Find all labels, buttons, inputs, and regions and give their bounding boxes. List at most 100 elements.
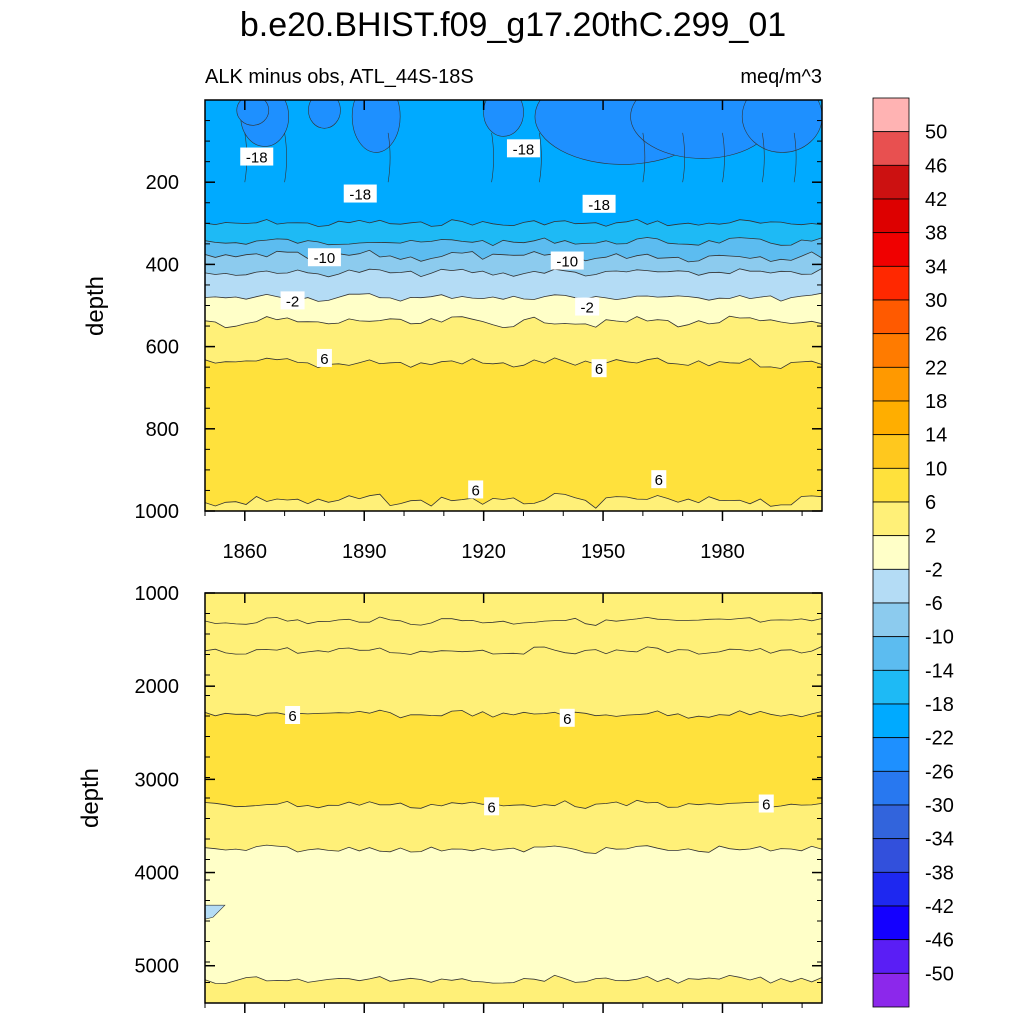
subtitle-left: ALK minus obs, ATL_44S-18S bbox=[205, 66, 474, 88]
colorbar-segment bbox=[872, 535, 910, 570]
upper-xtick-label: 1950 bbox=[581, 541, 626, 563]
upper-contour-line bbox=[205, 218, 822, 227]
lower-contour-line bbox=[205, 709, 822, 719]
colorbar-label: 38 bbox=[925, 223, 947, 245]
upper-xtick-label: 1890 bbox=[342, 541, 387, 563]
colorbar-segment bbox=[872, 366, 910, 402]
colorbar-segment bbox=[872, 434, 910, 469]
colorbar-segment bbox=[872, 501, 910, 537]
colorbar-segment bbox=[872, 905, 910, 941]
colorbar-segment bbox=[872, 939, 910, 974]
upper-contour-label-bg bbox=[280, 291, 305, 310]
colorbar-label: -46 bbox=[925, 930, 954, 952]
upper-anomaly-patch bbox=[483, 100, 524, 137]
upper-contour-label-bg bbox=[343, 184, 377, 203]
colorbar-segment bbox=[872, 838, 910, 873]
upper-contour-label: 6 bbox=[472, 482, 480, 499]
upper-contour-label: 6 bbox=[655, 472, 663, 489]
lower-ytick-label: 3000 bbox=[135, 769, 180, 791]
colorbar-label: 22 bbox=[925, 357, 947, 379]
upper-contour-line bbox=[205, 249, 822, 263]
lower-contour-label-bg bbox=[559, 708, 575, 727]
lower-contour-label: 6 bbox=[288, 708, 296, 725]
colorbar-label: 6 bbox=[925, 492, 936, 514]
upper-contour-line bbox=[642, 132, 646, 183]
colorbar-label: 42 bbox=[925, 189, 947, 211]
colorbar-label: -30 bbox=[925, 795, 954, 817]
lower-contour-label-bg bbox=[758, 794, 774, 813]
colorbar-segment bbox=[872, 333, 910, 368]
lower-ytick-label: 5000 bbox=[135, 956, 180, 978]
upper-xtick-label: 1980 bbox=[700, 541, 745, 563]
upper-panel: 200 400 600 800 1000 1860 1890 1920 1950 1980 -18… bbox=[82, 99, 823, 563]
colorbar-segment bbox=[872, 164, 910, 200]
colorbar-label: 50 bbox=[925, 122, 947, 144]
colorbar-label: -50 bbox=[925, 963, 954, 985]
colorbar-segment bbox=[872, 871, 910, 907]
upper-contour-band bbox=[205, 493, 822, 511]
upper-contour-line bbox=[491, 132, 494, 183]
colorbar-segment bbox=[872, 770, 910, 806]
lower-ytick-label: 4000 bbox=[135, 863, 180, 885]
colorbar-label: -14 bbox=[925, 660, 954, 682]
colorbar-segment bbox=[872, 97, 910, 133]
upper-contour-line bbox=[205, 268, 822, 278]
colorbar-label: -18 bbox=[925, 694, 954, 716]
lower-contour-band bbox=[205, 975, 822, 1003]
upper-anomaly-patch bbox=[741, 100, 822, 153]
upper-contour-label: -10 bbox=[556, 254, 578, 271]
colorbar-segment bbox=[872, 972, 910, 1008]
colorbar-label: -10 bbox=[925, 627, 954, 649]
upper-contour-label-bg bbox=[468, 480, 484, 499]
colorbar-label: 46 bbox=[925, 155, 947, 177]
lower-contour-label: 6 bbox=[487, 799, 495, 816]
colorbar-label: -38 bbox=[925, 862, 954, 884]
colorbar-label: 30 bbox=[925, 290, 947, 312]
upper-contour-band bbox=[205, 357, 822, 511]
colorbar-label: 34 bbox=[925, 256, 947, 278]
colorbar-segment bbox=[872, 568, 910, 604]
lower-contour-line bbox=[205, 844, 822, 854]
upper-contour-label: -18 bbox=[513, 141, 535, 158]
lower-panel: 1000 2000 3000 4000 5000 6 6 6 6 depth bbox=[77, 583, 823, 1013]
colorbar-segment bbox=[872, 602, 910, 638]
upper-contour-line bbox=[205, 315, 822, 329]
colorbar-label: -6 bbox=[925, 593, 943, 615]
upper-contour-label-bg bbox=[591, 359, 607, 378]
colorbar-label: 10 bbox=[925, 458, 947, 480]
colorbar-label: 2 bbox=[925, 526, 936, 548]
upper-contour-label-bg bbox=[307, 248, 341, 267]
upper-contour-line bbox=[387, 132, 391, 183]
upper-anomaly-patch bbox=[308, 100, 341, 129]
colorbar-label: 18 bbox=[925, 391, 947, 413]
upper-contour-line bbox=[284, 132, 287, 183]
upper-contour-line bbox=[205, 492, 822, 509]
colorbar-label: 14 bbox=[925, 425, 947, 447]
upper-contour-label-bg bbox=[651, 470, 667, 489]
upper-xtick-label: 1920 bbox=[461, 541, 506, 563]
lower-contour-line bbox=[205, 616, 822, 626]
upper-contour-label: 6 bbox=[320, 351, 328, 368]
upper-contour-label: -18 bbox=[588, 197, 610, 214]
upper-ytick-label: 600 bbox=[146, 337, 179, 359]
upper-contour-label: -2 bbox=[286, 293, 299, 310]
lower-ylabel: depth bbox=[77, 768, 104, 828]
upper-contour-line bbox=[205, 292, 822, 302]
colorbar: 50 46 42 38 34 30 26 22 18 14 10 6 2 -2 -6 -10 -14 -18 -22… bbox=[872, 97, 954, 1008]
lower-anomaly-patch bbox=[205, 904, 226, 920]
colorbar-label: -34 bbox=[925, 829, 954, 851]
colorbar-label: -26 bbox=[925, 761, 954, 783]
lower-contour-label-bg bbox=[484, 797, 500, 816]
colorbar-segment bbox=[872, 131, 910, 166]
colorbar-label: -2 bbox=[925, 559, 943, 581]
colorbar-segment bbox=[872, 467, 910, 503]
upper-contour-line bbox=[205, 357, 822, 369]
upper-contour-label: -18 bbox=[246, 150, 268, 167]
upper-ytick-label: 200 bbox=[146, 172, 179, 194]
upper-contour-line bbox=[722, 132, 725, 183]
upper-contour-label-bg bbox=[550, 251, 584, 270]
upper-contour-label: -10 bbox=[314, 250, 336, 267]
upper-contour-label-bg bbox=[575, 297, 600, 316]
upper-ytick-label: 800 bbox=[146, 419, 179, 441]
